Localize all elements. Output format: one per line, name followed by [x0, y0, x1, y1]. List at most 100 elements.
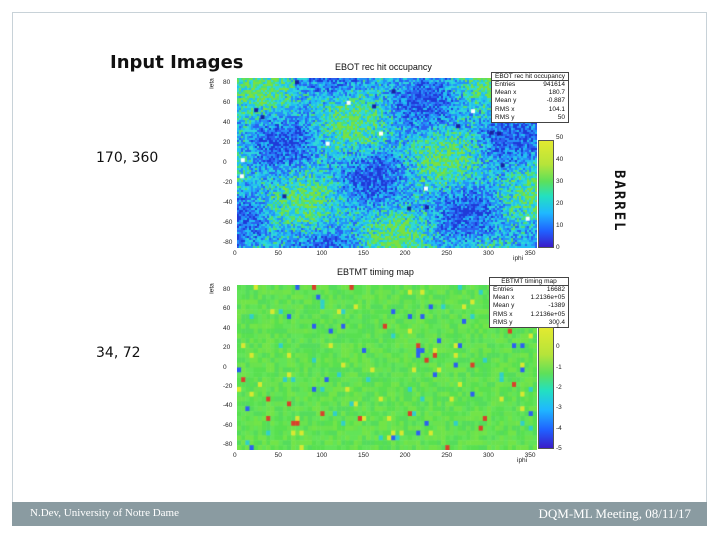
x-axis-label: iphi: [517, 457, 528, 464]
stats-key: Entries: [493, 286, 514, 293]
stats-value: 941614: [543, 81, 565, 88]
colorbar-tick-label: -2: [556, 384, 562, 391]
colorbar-tick-label: -1: [556, 363, 562, 371]
y-tick-label: -20: [223, 179, 233, 186]
stats-value: 50: [557, 113, 565, 121]
stats-row: Mean x 1.2136e+05: [490, 294, 568, 302]
stats-row: Mean y -1389: [490, 302, 568, 310]
stats-key: RMS y: [493, 318, 513, 326]
stats-value: -0.887: [546, 97, 565, 105]
stats-value: 1.2136e+05: [530, 294, 565, 302]
y-tick-label: -20: [223, 382, 233, 390]
barrel-label: BARREL: [611, 170, 642, 233]
y-tick-label: 80: [223, 79, 231, 86]
y-axis-label: ieta: [208, 283, 216, 294]
y-tick-label: 60: [223, 305, 231, 313]
x-tick-label: 50: [274, 452, 282, 459]
y-tick-label: -40: [223, 402, 233, 410]
slide-title: Input Images: [110, 52, 244, 73]
colorbar-tick-label: 1: [556, 323, 560, 330]
x-tick-label: 150: [358, 452, 369, 459]
stats-key: RMS x: [495, 105, 515, 113]
x-tick-label: 200: [399, 452, 411, 459]
stats-value: 180.7: [548, 89, 565, 97]
colorbar-tick-label: 30: [556, 178, 564, 185]
chart-title: EBOT rec hit occupancy: [335, 62, 432, 72]
stats-value: 104.1: [548, 105, 565, 113]
stats-key: Mean y: [493, 302, 515, 310]
y-tick-label: -60: [223, 219, 233, 226]
colorbar-tick-label: 0: [556, 244, 560, 251]
stats-value: 300.4: [548, 318, 565, 326]
stats-box: EBTMT timing map Entries 16682 Mean x 1.2136…: [489, 277, 569, 329]
stats-key: RMS y: [495, 113, 515, 121]
y-axis-label: ieta: [208, 78, 216, 89]
colorbar-tick-label: -4: [556, 424, 562, 432]
y-tick-label: 20: [223, 139, 231, 146]
occupancy-plot: EBOT rec hit occupancy ieta 0 50 100 150 200…: [205, 60, 575, 265]
heatmap-cells: [237, 78, 537, 248]
x-tick-label: 300: [483, 452, 494, 459]
y-tick-label: 40: [223, 324, 231, 332]
stats-title: EBTMT timing map: [490, 278, 568, 286]
stats-key: RMS x: [493, 310, 513, 318]
top-dimension-label: 170, 360: [96, 150, 159, 166]
stats-row: Mean y -0.887: [492, 97, 568, 105]
colorbar-tick-label: 20: [556, 200, 564, 207]
stats-row: Entries 16682: [490, 286, 568, 294]
y-tick-label: 40: [223, 119, 231, 126]
chart-title: EBTMT timing map: [337, 267, 414, 277]
stats-title: EBOT rec hit occupancy: [492, 73, 568, 81]
stats-key: Mean x: [493, 294, 515, 302]
x-tick-label: 200: [399, 250, 411, 257]
x-tick-label: 250: [441, 250, 453, 257]
colorbar-tick-label: 40: [556, 156, 564, 163]
x-tick-label: 150: [358, 250, 369, 257]
stats-box: EBOT rec hit occupancy Entries 941614 Mean …: [491, 72, 569, 124]
timing-plot: EBTMT timing map ieta 0 50 100 150 200 250 300…: [205, 265, 575, 470]
stats-key: Entries: [495, 81, 516, 88]
stats-value: -1389: [548, 302, 565, 310]
stats-key: Mean x: [495, 89, 517, 97]
y-tick-label: -80: [223, 239, 233, 246]
y-tick-label: 80: [223, 285, 231, 293]
y-tick-label: -40: [223, 199, 233, 206]
stats-row: RMS x 1.2136e+05: [490, 311, 568, 319]
x-axis-label: iphi: [513, 255, 524, 262]
x-tick-label: 0: [233, 250, 237, 257]
colorbar-tick-label: 0: [556, 343, 560, 351]
footer-meeting: DQM-ML Meeting, 08/11/17: [538, 506, 692, 521]
stats-row: RMS x 104.1: [492, 106, 568, 114]
y-tick-label: 20: [223, 344, 231, 352]
y-tick-label: 0: [223, 159, 227, 166]
x-tick-label: 50: [274, 250, 282, 257]
stats-key: Mean y: [495, 97, 517, 105]
stats-row: RMS y 300.4: [490, 319, 568, 327]
colorbar-tick-label: -5: [556, 445, 562, 452]
colorbar-tick-label: 10: [556, 222, 564, 229]
stats-row: Mean x 180.7: [492, 89, 568, 97]
y-tick-label: 60: [223, 99, 231, 106]
y-tick-label: -60: [223, 421, 233, 429]
barrel-text: BARREL: [611, 170, 627, 233]
x-tick-label: 300: [483, 250, 494, 257]
color-scale: [538, 140, 554, 248]
bottom-dimension-label: 34, 72: [96, 345, 141, 361]
colorbar-tick-label: -3: [556, 404, 562, 412]
x-tick-label: 350: [524, 452, 536, 459]
stats-row: Entries 941614: [492, 81, 568, 89]
color-scale: [538, 327, 554, 449]
colorbar-tick-label: 50: [556, 134, 564, 141]
x-tick-label: 350: [524, 250, 536, 257]
x-tick-label: 250: [441, 452, 453, 459]
y-tick-label: -80: [223, 441, 233, 449]
heatmap-cells: [237, 285, 537, 450]
x-tick-label: 0: [233, 452, 237, 459]
y-tick-label: 0: [223, 363, 227, 371]
stats-value: 1.2136e+05: [530, 310, 565, 318]
footer-author: N.Dev, University of Notre Dame: [30, 507, 179, 519]
stats-value: 16682: [546, 286, 565, 293]
x-tick-label: 100: [316, 250, 328, 257]
x-tick-label: 100: [316, 452, 328, 459]
footer-bar: N.Dev, University of Notre Dame DQM-ML M…: [12, 502, 707, 526]
